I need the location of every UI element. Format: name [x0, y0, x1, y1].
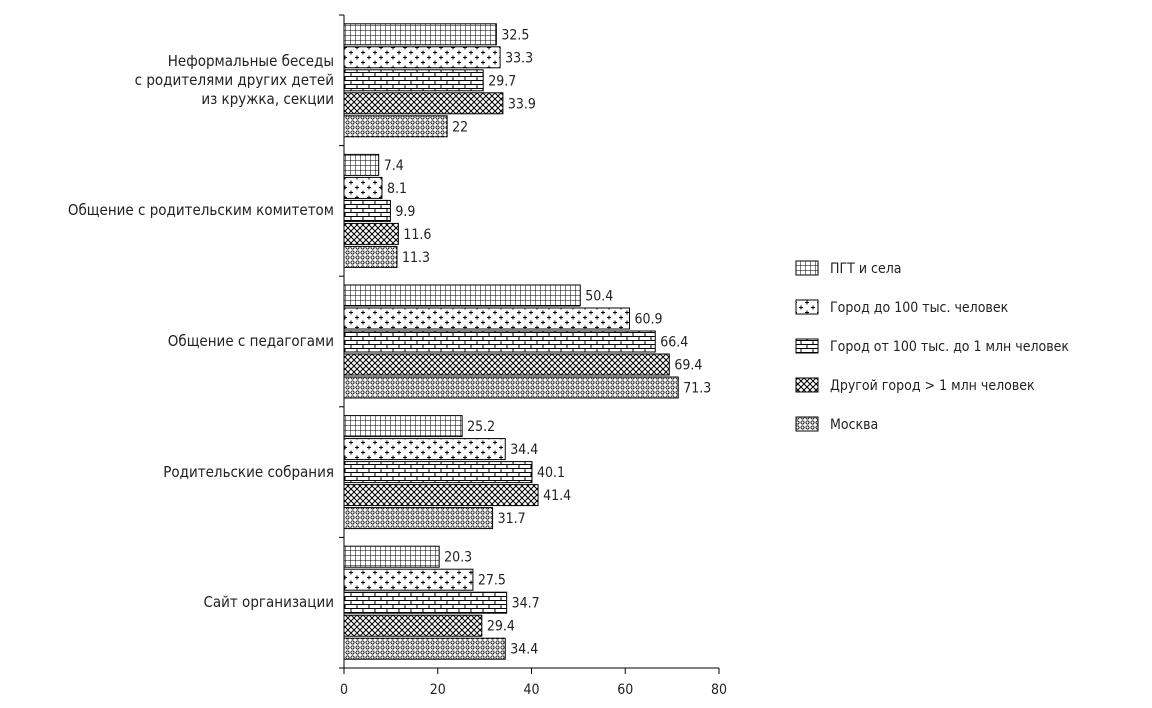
legend-label: Город до 100 тыс. человек [830, 300, 1009, 316]
x-tick-label: 60 [617, 682, 633, 698]
category-label-box: Родительские собрания [163, 462, 334, 481]
bar [343, 461, 533, 484]
bar [343, 23, 497, 46]
bar [343, 115, 448, 138]
bar [343, 568, 474, 591]
x-tick-label: 20 [430, 682, 446, 698]
bar [343, 69, 484, 92]
value-label: 69.4 [674, 358, 702, 374]
legend-label: Москва [830, 417, 878, 433]
y-tick-label: Общение с педагогами [167, 331, 334, 350]
bar [343, 176, 383, 199]
value-label: 66.4 [660, 335, 688, 351]
legend-swatch [795, 299, 819, 315]
value-label: 8.1 [387, 181, 407, 197]
category-label-box: Сайт организации [203, 593, 334, 612]
bar [343, 284, 581, 307]
value-label: 50.4 [585, 289, 613, 305]
legend-label: ПГТ и села [830, 261, 901, 277]
value-label: 7.4 [384, 158, 404, 174]
x-tick-label: 40 [523, 682, 539, 698]
value-label: 31.7 [498, 511, 526, 527]
y-tick-label: Родительские собрания [163, 462, 334, 481]
bar [343, 353, 670, 376]
bar [343, 507, 494, 530]
bar [343, 46, 501, 69]
value-label: 22 [452, 119, 468, 135]
category-label-box: Общение с педагогами [167, 331, 334, 350]
bar [343, 591, 508, 614]
bar [343, 637, 506, 660]
legend-swatch [795, 377, 819, 393]
bar [343, 245, 398, 268]
value-label: 34.4 [510, 642, 538, 658]
bar [343, 376, 679, 399]
value-label: 29.7 [488, 73, 516, 89]
value-label: 11.6 [403, 227, 431, 243]
value-label: 71.3 [683, 381, 711, 397]
bar [343, 614, 483, 637]
bar [343, 415, 463, 438]
bar [343, 438, 506, 461]
y-tick-label: Общение с родительским комитетом [67, 201, 334, 220]
x-tick-label: 80 [711, 682, 727, 698]
legend-swatch [795, 338, 819, 354]
bar [343, 92, 504, 115]
legend-label: Город от 100 тыс. до 1 млн человек [830, 339, 1069, 355]
value-label: 29.4 [487, 619, 515, 635]
category-label-box: Общение с родительским комитетом [67, 201, 334, 220]
category-label-box: Неформальные беседы с родителями других … [134, 51, 334, 108]
value-label: 32.5 [501, 27, 529, 43]
bar [343, 484, 539, 507]
bar [343, 153, 380, 176]
value-label: 33.3 [505, 50, 533, 66]
value-label: 25.2 [467, 419, 495, 435]
value-label: 11.3 [402, 250, 430, 266]
bar [343, 307, 630, 330]
x-tick-label: 0 [340, 682, 348, 698]
value-label: 27.5 [478, 573, 506, 589]
bar [343, 330, 656, 353]
value-label: 34.7 [512, 596, 540, 612]
value-label: 33.9 [508, 96, 536, 112]
legend-label: Другой город > 1 млн человек [830, 378, 1035, 394]
value-label: 40.1 [537, 465, 565, 481]
legend-swatch [795, 416, 819, 432]
bar [343, 222, 399, 245]
value-label: 41.4 [543, 488, 571, 504]
value-label: 60.9 [634, 312, 662, 328]
y-tick-label: Неформальные беседы с родителями других … [134, 51, 334, 108]
bar [343, 199, 391, 222]
value-label: 34.4 [510, 442, 538, 458]
value-label: 20.3 [444, 550, 472, 566]
bar [343, 545, 440, 568]
y-tick-label: Сайт организации [203, 593, 334, 612]
value-label: 9.9 [395, 204, 415, 220]
legend-swatch [795, 260, 819, 276]
